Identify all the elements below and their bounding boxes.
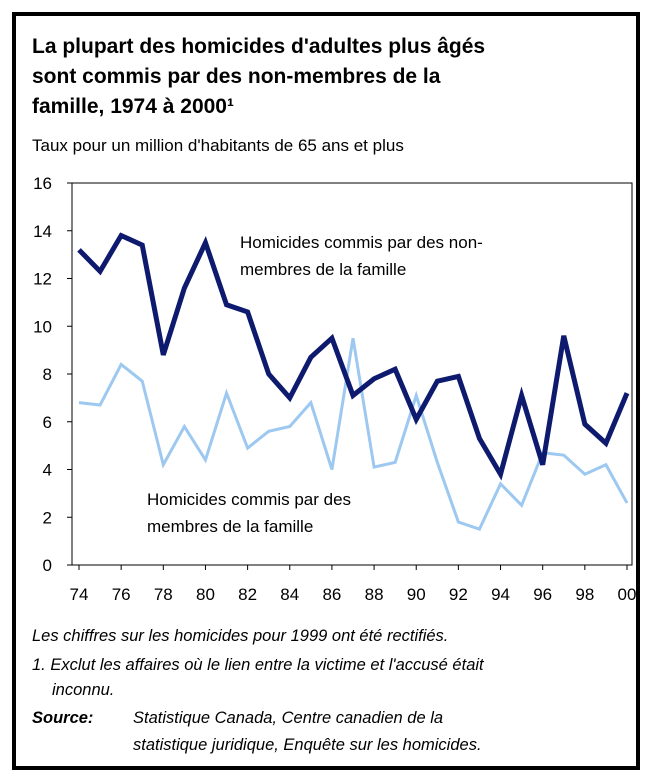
y-tick-label: 6	[43, 413, 52, 432]
source: statistique juridique, Enquête sur les h…	[133, 736, 482, 754]
footnote: inconnu.	[52, 681, 114, 699]
x-tick-label: 74	[70, 585, 89, 604]
y-tick-label: 14	[33, 222, 52, 241]
subtitle: Taux pour un million d'habitants de 65 a…	[32, 136, 404, 155]
y-tick-label: 10	[33, 317, 52, 336]
series-label: membres de la famille	[147, 517, 313, 536]
chart-title: La plupart des homicides d'adultes plus …	[32, 35, 485, 58]
x-tick-label: 88	[365, 585, 384, 604]
series-label: Homicides commis par des non-	[240, 233, 483, 252]
y-tick-label: 16	[33, 174, 52, 193]
series-line	[78, 337, 629, 532]
frame	[12, 12, 640, 770]
y-tick-label: 2	[43, 508, 52, 527]
source: Statistique Canada, Centre canadien de l…	[133, 709, 443, 727]
x-tick-label: 00	[618, 585, 637, 604]
x-tick-label: 98	[575, 585, 594, 604]
x-tick-label: 86	[322, 585, 341, 604]
chart-title: famille, 1974 à 2000¹	[32, 95, 234, 118]
series-line	[77, 232, 630, 481]
note: Les chiffres sur les homicides pour 1999…	[32, 627, 448, 645]
x-tick-label: 90	[407, 585, 426, 604]
y-tick-label: 0	[43, 556, 52, 575]
source-label: Source:	[32, 709, 93, 727]
x-tick-label: 92	[449, 585, 468, 604]
x-tick-label: 82	[238, 585, 257, 604]
x-tick-label: 84	[280, 585, 299, 604]
y-tick-label: 12	[33, 270, 52, 289]
series-label: membres de la famille	[240, 260, 406, 279]
x-tick-label: 96	[533, 585, 552, 604]
x-tick-label: 94	[491, 585, 510, 604]
x-tick-label: 78	[154, 585, 173, 604]
footnote: 1. Exclut les affaires où le lien entre …	[32, 656, 485, 674]
y-tick-label: 8	[43, 365, 52, 384]
y-tick-label: 4	[43, 461, 52, 480]
chart-title: sont commis par des non-membres de la	[32, 65, 441, 88]
series-label: Homicides commis par des	[147, 490, 351, 509]
x-tick-label: 76	[112, 585, 131, 604]
x-tick-label: 80	[196, 585, 215, 604]
